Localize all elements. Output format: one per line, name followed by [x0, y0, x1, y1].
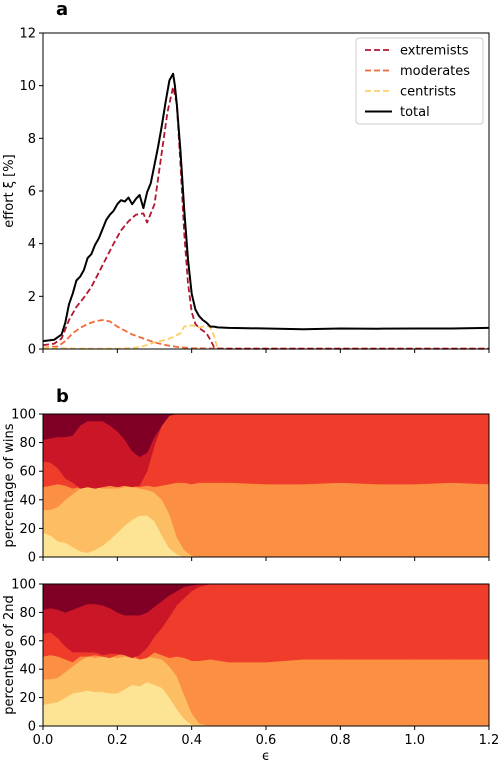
legend-label-total: total	[400, 105, 430, 120]
plot-frame	[42, 413, 490, 558]
x-tick-label: 1.0	[404, 733, 425, 748]
y-tick-label: 40	[19, 493, 36, 508]
legend-label-centrists: centrists	[400, 85, 456, 100]
y-tick-label: 60	[19, 465, 36, 480]
y-tick-label: 4	[28, 237, 36, 252]
second-place-chart: 0 20 40 60 80 100 0.0 0.2 0.4 0.6 0.8 1.0 1.2 percent…	[2, 578, 499, 763]
x-tick-label: 0.6	[256, 733, 277, 748]
y-axis-label: percentage of 2nd	[2, 595, 17, 715]
y-tick-label: 0	[28, 551, 36, 566]
panel-label-b: b	[56, 386, 69, 407]
y-tick-label: 6	[28, 185, 36, 200]
y-tick-label: 0	[28, 720, 36, 735]
legend-label-extremists: extremists	[400, 44, 469, 59]
y-tick-label: 80	[19, 436, 36, 451]
y-axis-label: effort ξ [%]	[2, 154, 17, 227]
x-tick-label: 0.8	[330, 733, 351, 748]
x-tick-label: 1.2	[479, 733, 499, 748]
plot-frame	[42, 32, 490, 350]
y-tick-label: 20	[19, 691, 36, 706]
x-tick-label: 0.4	[181, 733, 202, 748]
panel-label-a: a	[56, 0, 68, 20]
y-tick-label: 100	[11, 408, 36, 423]
y-tick-label: 2	[28, 290, 36, 305]
y-tick-label: 80	[19, 606, 36, 621]
legend-label-moderates: moderates	[400, 64, 470, 79]
y-tick-label: 40	[19, 663, 36, 678]
y-tick-label: 100	[11, 578, 36, 593]
series-line-total	[42, 72, 490, 343]
y-tick-label: 60	[19, 634, 36, 649]
plot-frame	[42, 583, 490, 727]
legend-box	[355, 37, 484, 125]
effort-chart: 0 2 4 6 8 10 12 effort ξ [%] extremists moderates…	[2, 27, 490, 358]
series-line-extremists	[42, 86, 489, 350]
y-tick-label: 20	[19, 522, 36, 537]
series-line-moderates	[42, 319, 489, 350]
y-tick-label: 8	[28, 132, 36, 147]
y-tick-label: 10	[19, 79, 36, 94]
x-tick-label: 0.0	[33, 733, 54, 748]
y-tick-label: 12	[19, 27, 36, 42]
series-line-centrists	[42, 324, 219, 350]
y-axis-label: percentage of wins	[2, 423, 17, 547]
x-axis-label: ϵ	[262, 749, 270, 763]
y-tick-label: 0	[28, 343, 36, 358]
x-tick-label: 0.2	[107, 733, 128, 748]
